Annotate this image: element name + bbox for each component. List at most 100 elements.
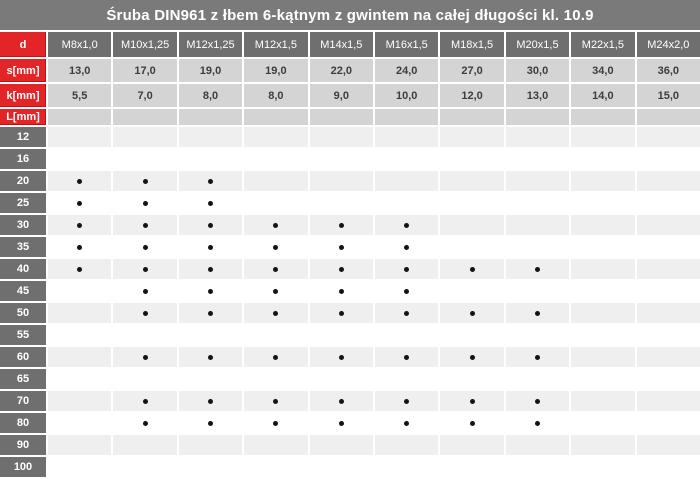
table-cell-empty <box>48 325 112 345</box>
availability-cell <box>309 303 373 323</box>
table-cell-empty <box>113 435 177 455</box>
availability-dot-icon <box>534 310 540 316</box>
availability-dot-icon <box>273 310 279 316</box>
availability-dot-icon <box>142 354 148 360</box>
availability-dot-icon <box>338 288 344 294</box>
availability-dot-icon <box>404 310 410 316</box>
table-cell-empty <box>113 457 177 477</box>
wrench-size-value: 17,0 <box>113 59 177 82</box>
table-cell-empty <box>636 347 700 367</box>
table-cell-empty <box>309 171 373 191</box>
availability-dot-icon <box>142 178 148 184</box>
availability-cell <box>113 259 177 279</box>
availability-cell <box>505 413 570 433</box>
table-cell-empty <box>48 127 112 147</box>
table-cell-empty <box>375 435 439 455</box>
availability-cell <box>113 413 177 433</box>
table-cell-empty <box>48 149 112 169</box>
availability-dot-icon <box>273 266 279 272</box>
table-cell-empty <box>440 171 504 191</box>
availability-dot-icon <box>207 266 213 272</box>
table-cell-empty <box>244 435 308 455</box>
table-cell-empty <box>440 193 504 213</box>
table-cell-empty <box>440 237 504 257</box>
availability-cell <box>505 391 570 411</box>
table-cell-empty <box>178 457 243 477</box>
length-label: 16 <box>0 149 46 169</box>
availability-dot-icon <box>273 354 279 360</box>
availability-dot-icon <box>534 420 540 426</box>
head-height-value: 10,0 <box>375 84 439 107</box>
availability-cell <box>113 347 177 367</box>
table-cell-empty <box>309 457 373 477</box>
length-label: 80 <box>0 413 46 433</box>
wrench-size-value: 34,0 <box>571 59 635 82</box>
table-cell-empty <box>505 215 570 235</box>
table-cell-empty <box>440 435 504 455</box>
table-cell-empty <box>636 215 700 235</box>
availability-cell <box>178 303 243 323</box>
availability-dot-icon <box>142 288 148 294</box>
availability-cell <box>178 171 243 191</box>
table-cell-empty <box>636 303 700 323</box>
table-cell-empty <box>505 435 570 455</box>
table-cell-empty <box>440 369 504 389</box>
table-cell-empty <box>571 435 635 455</box>
table-cell-empty <box>309 109 373 125</box>
availability-dot-icon <box>338 244 344 250</box>
table-cell-empty <box>636 325 700 345</box>
availability-dot-icon <box>469 310 475 316</box>
availability-dot-icon <box>469 398 475 404</box>
table-cell-empty <box>48 347 112 367</box>
table-cell-empty <box>571 369 635 389</box>
availability-cell <box>440 413 504 433</box>
availability-dot-icon <box>273 398 279 404</box>
table-cell-empty <box>375 109 439 125</box>
table-cell-empty <box>178 109 243 125</box>
table-cell-empty <box>309 149 373 169</box>
length-label: 35 <box>0 237 46 257</box>
availability-dot-icon <box>207 354 213 360</box>
column-header: M24x2,0 <box>636 32 700 57</box>
table-cell-empty <box>505 171 570 191</box>
availability-cell <box>309 347 373 367</box>
column-header: M20x1,5 <box>505 32 570 57</box>
availability-dot-icon <box>142 244 148 250</box>
table-cell-empty <box>48 435 112 455</box>
table-cell-empty <box>636 149 700 169</box>
availability-dot-icon <box>142 266 148 272</box>
availability-cell <box>178 193 243 213</box>
availability-dot-icon <box>338 222 344 228</box>
availability-dot-icon <box>404 266 410 272</box>
head-height-value: 14,0 <box>571 84 635 107</box>
table-cell-empty <box>375 369 439 389</box>
table-cell-empty <box>571 127 635 147</box>
page-title: Śruba DIN961 z łbem 6-kątnym z gwintem n… <box>0 0 700 30</box>
availability-dot-icon <box>77 200 83 206</box>
availability-dot-icon <box>338 266 344 272</box>
table-cell-empty <box>440 149 504 169</box>
availability-cell <box>375 215 439 235</box>
availability-cell <box>113 193 177 213</box>
table-cell-empty <box>178 127 243 147</box>
table-cell-empty <box>505 237 570 257</box>
table-cell-empty <box>309 325 373 345</box>
table-cell-empty <box>571 259 635 279</box>
wrench-size-value: 19,0 <box>244 59 308 82</box>
wrench-size-value: 30,0 <box>505 59 570 82</box>
length-label: 50 <box>0 303 46 323</box>
table-cell-empty <box>636 457 700 477</box>
availability-dot-icon <box>142 222 148 228</box>
availability-cell <box>178 281 243 301</box>
table-cell-empty <box>571 347 635 367</box>
availability-dot-icon <box>338 310 344 316</box>
table-cell-empty <box>505 281 570 301</box>
length-label: 60 <box>0 347 46 367</box>
availability-dot-icon <box>273 244 279 250</box>
wrench-size-value: 36,0 <box>636 59 700 82</box>
availability-cell <box>375 347 439 367</box>
table-cell-empty <box>505 109 570 125</box>
column-header: M14x1,5 <box>309 32 373 57</box>
table-cell-empty <box>636 391 700 411</box>
availability-dot-icon <box>534 266 540 272</box>
